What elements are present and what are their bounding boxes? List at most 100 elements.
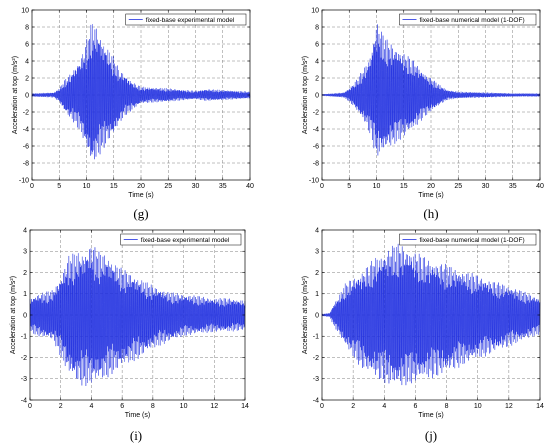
y-tick-label: 6 [315,41,319,48]
y-axis-label: Acceleration at top (m/s²) [10,276,17,354]
y-tick-label: -4 [23,126,29,133]
x-tick-label: 35 [219,183,227,190]
panel-caption: (h) [423,206,438,221]
legend-label: fixed-base numerical model (1-DOF) [420,17,525,24]
x-tick-label: 2 [351,403,355,410]
y-axis-label: Acceleration at top (m/s²) [302,276,309,354]
legend-label: fixed-base numerical model (1-DOF) [420,237,525,244]
y-tick-label: 10 [21,7,29,14]
y-tick-label: 4 [23,227,27,234]
y-tick-label: -4 [313,126,319,133]
x-axis-label: Time (s) [125,412,150,419]
x-tick-label: 20 [427,183,435,190]
x-tick-label: 0 [30,183,34,190]
x-tick-label: 30 [482,183,490,190]
y-tick-label: -3 [313,376,319,383]
y-tick-label: -2 [21,355,27,362]
x-tick-label: 12 [210,403,218,410]
y-tick-label: -8 [313,160,319,167]
series-line [31,24,251,160]
y-tick-label: -2 [313,109,319,116]
legend: fixed-base numerical model (1-DOF) [399,13,537,26]
panel-caption: (j) [425,428,437,443]
y-tick-label: 2 [23,270,27,277]
chart-panel-1: 0 5 10 15 20 25 30 35 40 -10 -8 -6 -4 -2 0 2 4 6 8 10 Time (… [12,7,254,221]
y-tick-label: -2 [313,355,319,362]
x-tick-label: 40 [536,183,544,190]
legend-label: fixed-base experimental model [146,17,235,24]
y-axis-label: Acceleration at top (m/s²) [12,56,19,134]
y-tick-label: 0 [23,312,27,319]
x-tick-label: 8 [445,403,449,410]
x-tick-label: 5 [57,183,61,190]
x-tick-label: 10 [474,403,482,410]
x-tick-label: 4 [382,403,386,410]
x-tick-label: 25 [454,183,462,190]
x-axis-label: Time (s) [418,412,443,419]
x-tick-label: 14 [536,403,544,410]
x-tick-label: 0 [320,403,324,410]
y-tick-label: 0 [25,92,29,99]
y-tick-label: -4 [313,397,319,404]
x-axis-label: Time (s) [128,192,153,199]
legend-box [125,13,247,26]
legend-box [399,233,537,246]
x-tick-label: 10 [180,403,188,410]
legend-box [399,13,537,26]
y-tick-label: 0 [315,312,319,319]
x-tick-label: 5 [347,183,351,190]
y-tick-label: 4 [315,58,319,65]
x-tick-label: 10 [373,183,381,190]
panel-caption: (g) [133,206,148,221]
y-tick-label: 6 [25,41,29,48]
x-tick-label: 2 [59,403,63,410]
y-tick-label: -10 [309,177,319,184]
x-tick-label: 12 [505,403,513,410]
y-tick-label: 3 [23,249,27,256]
y-tick-label: 2 [315,270,319,277]
y-tick-label: 1 [315,291,319,298]
y-tick-label: -1 [313,334,319,341]
y-tick-label: -1 [21,334,27,341]
y-tick-label: -8 [23,160,29,167]
x-tick-label: 15 [110,183,118,190]
series-line [321,243,541,386]
x-tick-label: 6 [120,403,124,410]
series-line [321,24,541,156]
y-tick-label: -2 [23,109,29,116]
y-tick-label: -10 [19,177,29,184]
x-tick-label: 20 [137,183,145,190]
x-tick-label: 0 [28,403,32,410]
y-tick-label: 10 [311,7,319,14]
y-tick-label: 0 [315,92,319,99]
y-tick-label: 8 [25,24,29,31]
y-tick-label: -6 [23,143,29,150]
x-axis-label: Time (s) [418,192,443,199]
y-tick-label: 3 [315,249,319,256]
x-tick-label: 40 [246,183,254,190]
x-tick-label: 14 [241,403,249,410]
x-tick-label: 35 [509,183,517,190]
legend-label: fixed-base experimental model [141,237,230,244]
y-tick-label: 8 [315,24,319,31]
x-tick-label: 0 [320,183,324,190]
legend-box [120,233,242,246]
y-tick-label: 1 [23,291,27,298]
y-tick-label: 2 [315,75,319,82]
legend: fixed-base numerical model (1-DOF) [399,233,537,246]
series-line [29,247,246,386]
y-tick-label: -4 [21,397,27,404]
legend: fixed-base experimental model [125,13,247,26]
x-tick-label: 6 [413,403,417,410]
y-tick-label: -3 [21,376,27,383]
x-tick-label: 10 [83,183,91,190]
y-tick-label: 4 [25,58,29,65]
y-tick-label: -6 [313,143,319,150]
chart-panel-2: 0 5 10 15 20 25 30 35 40 -10 -8 -6 -4 -2 0 2 4 6 8 10 Time (… [302,7,544,221]
x-tick-label: 30 [192,183,200,190]
x-tick-label: 25 [164,183,172,190]
y-axis-label: Acceleration at top (m/s²) [302,56,309,134]
